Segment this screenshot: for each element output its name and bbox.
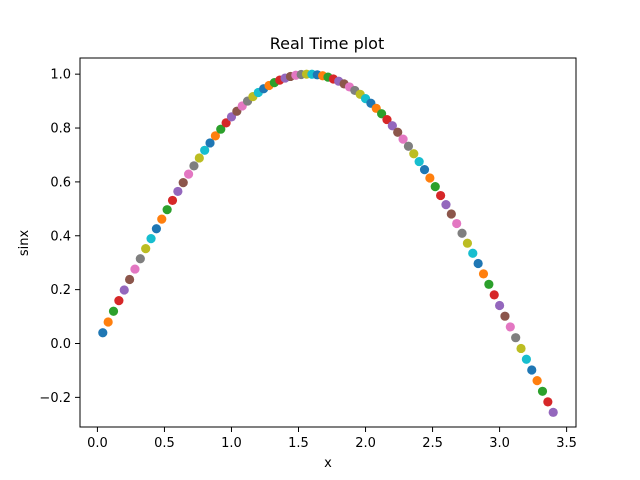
y-axis-label: sinx — [17, 230, 32, 257]
data-point — [548, 407, 558, 417]
data-point — [446, 209, 456, 219]
y-tick-label: −0.2 — [39, 391, 71, 406]
data-point — [543, 397, 553, 407]
x-tick-label: 0.5 — [154, 436, 175, 451]
data-point — [210, 131, 220, 141]
data-point — [130, 264, 140, 274]
data-point — [419, 165, 430, 175]
x-axis-ticks: 0.0 0.5 1.0 1.5 2.0 2.5 3.0 3.5 — [87, 427, 577, 451]
x-tick-label: 3.0 — [489, 436, 510, 451]
data-point — [125, 274, 135, 285]
data-point — [119, 285, 129, 295]
data-point — [532, 376, 542, 386]
data-point — [216, 124, 226, 134]
data-point — [398, 134, 408, 144]
data-point — [505, 322, 515, 332]
x-axis-label: x — [324, 456, 332, 471]
y-tick-label: 0.6 — [50, 175, 71, 190]
y-tick-label: 0.8 — [50, 122, 71, 137]
data-point — [468, 248, 478, 258]
data-point — [221, 118, 231, 128]
data-point — [98, 328, 108, 338]
data-point — [425, 173, 435, 183]
data-point — [436, 190, 446, 201]
data-point — [527, 365, 537, 375]
data-point — [393, 127, 403, 137]
data-point — [146, 234, 156, 244]
data-point — [521, 354, 532, 364]
y-tick-label: 0.0 — [50, 337, 71, 352]
data-point — [151, 224, 162, 234]
data-point — [457, 228, 467, 238]
data-point — [103, 317, 113, 327]
data-point — [441, 200, 451, 210]
data-point — [484, 279, 494, 289]
data-point — [108, 306, 119, 316]
data-point — [511, 333, 521, 343]
data-point — [478, 269, 489, 279]
data-point — [382, 114, 392, 125]
x-tick-label: 1.5 — [288, 436, 309, 451]
y-axis-ticks: −0.2 0.0 0.2 0.4 0.6 0.8 1.0 — [39, 68, 80, 406]
data-point — [430, 182, 440, 192]
data-point — [157, 214, 167, 224]
y-tick-label: 0.4 — [50, 229, 71, 244]
data-point — [387, 121, 397, 131]
data-point — [409, 149, 419, 159]
data-point — [516, 343, 526, 354]
data-point — [473, 258, 483, 269]
data-point — [194, 153, 204, 163]
y-tick-label: 1.0 — [50, 68, 71, 83]
data-point — [141, 244, 151, 254]
data-point — [173, 186, 183, 197]
data-point — [114, 295, 124, 306]
data-point — [183, 169, 194, 179]
data-point — [494, 300, 505, 311]
data-point — [452, 218, 462, 229]
data-point — [462, 238, 473, 248]
y-tick-label: 0.2 — [50, 283, 71, 298]
chart-title: Real Time plot — [270, 34, 384, 53]
data-point — [200, 145, 210, 155]
data-point — [537, 386, 548, 396]
data-point — [162, 205, 172, 215]
x-tick-label: 3.5 — [556, 436, 577, 451]
data-points — [98, 69, 558, 417]
data-point — [414, 156, 424, 167]
data-point — [489, 290, 499, 300]
x-tick-label: 0.0 — [87, 436, 108, 451]
data-point — [403, 141, 414, 151]
data-point — [500, 311, 510, 321]
plot-area-frame — [79, 57, 577, 428]
x-tick-label: 2.5 — [422, 436, 443, 451]
x-tick-label: 2.0 — [355, 436, 376, 451]
data-point — [205, 138, 215, 148]
data-point — [135, 254, 145, 264]
data-point — [167, 195, 178, 206]
x-tick-label: 1.0 — [221, 436, 242, 451]
data-point — [377, 109, 387, 119]
data-point — [189, 161, 199, 171]
data-point — [178, 178, 188, 188]
